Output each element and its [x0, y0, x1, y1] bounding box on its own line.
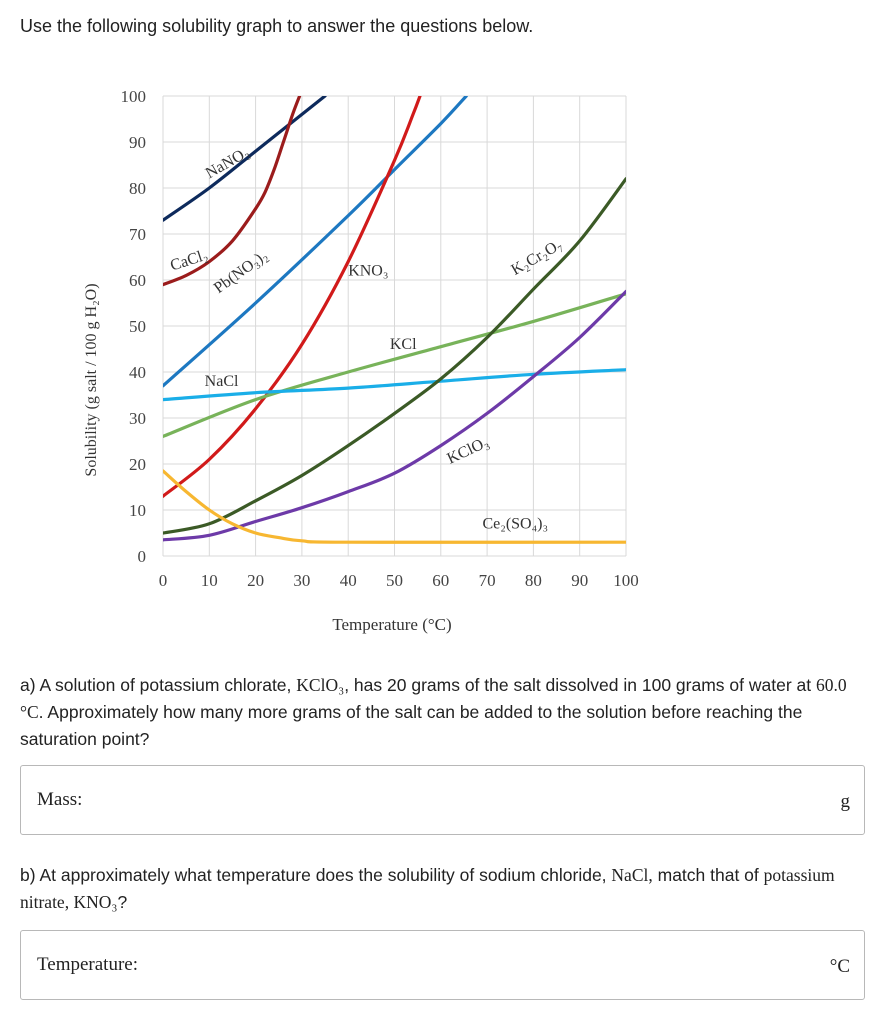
- y-tick-label: 40: [129, 363, 146, 382]
- question-b: b) At approximately what temperature doe…: [20, 862, 870, 916]
- series-line: [163, 96, 468, 388]
- y-tick-label: 20: [129, 455, 146, 474]
- mass-label: Mass:: [37, 789, 83, 810]
- series-label: KNO₃: [348, 262, 388, 279]
- y-tick-label: 10: [129, 501, 146, 520]
- y-tick-label: 60: [129, 271, 146, 290]
- x-tick-label: 70: [479, 571, 496, 590]
- chart-series: [163, 96, 626, 544]
- chart-grid: [162, 95, 627, 557]
- series-label: CaCl₂: [168, 247, 210, 275]
- series-label: NaCl: [205, 373, 239, 390]
- question-a-text-mid: , has 20 grams of the salt dissolved in …: [344, 675, 816, 695]
- x-tick-label: 30: [293, 571, 310, 590]
- y-tick-label: 50: [129, 317, 146, 336]
- y-tick-label: 30: [129, 409, 146, 428]
- series-label: Ce₂(SO₄)₃: [482, 515, 548, 532]
- series-line: [163, 96, 422, 498]
- series-line: [163, 96, 327, 222]
- y-tick-label: 80: [129, 179, 146, 198]
- series-line: [163, 96, 302, 287]
- question-a: a) A solution of potassium chlorate, KCl…: [20, 672, 870, 753]
- x-tick-label: 60: [432, 571, 449, 590]
- mass-answer-box[interactable]: Mass: g: [20, 765, 865, 835]
- mass-unit: g: [840, 791, 851, 812]
- question-b-text-after: ?: [117, 892, 128, 912]
- temperature-input[interactable]: [161, 941, 815, 991]
- x-tick-label: 90: [571, 571, 588, 590]
- question-b-formula-2: potassium nitrate, KNO₃: [20, 865, 835, 912]
- question-a-text-before: a) A solution of potassium chlorate,: [20, 675, 297, 695]
- series-line: [163, 368, 626, 402]
- question-b-text-mid: match that of: [652, 865, 764, 885]
- y-tick-label: 90: [129, 133, 146, 152]
- temperature-answer-box[interactable]: Temperature: °C: [20, 930, 865, 1000]
- x-axis-label: Temperature (°C): [332, 615, 451, 634]
- page-intro: Use the following solubility graph to an…: [20, 16, 534, 36]
- x-tick-label: 10: [201, 571, 218, 590]
- temperature-label: Temperature:: [37, 954, 139, 975]
- y-tick-label: 100: [121, 87, 147, 106]
- x-tick-label: 0: [159, 571, 168, 590]
- mass-input[interactable]: [161, 776, 815, 826]
- series-line: [163, 469, 626, 544]
- series-line: [163, 289, 626, 542]
- x-tick-labels: 0 10 20 30 40 50 60 70 80 90 100: [159, 571, 639, 590]
- series-label: K₂Cr₂O₇: [508, 236, 565, 279]
- y-axis-label: Solubility (g salt / 100 g H₂O): [83, 283, 100, 476]
- solubility-chart: 0 10 20 30 40 50 60 70 80 90 100 0 10 20 30 40 50 60 70 80…: [83, 87, 639, 634]
- x-tick-label: 100: [613, 571, 639, 590]
- series-label: NaNO₃: [203, 144, 253, 182]
- series-line: [163, 292, 626, 438]
- y-tick-label: 70: [129, 225, 146, 244]
- question-b-text-before: b) At approximately what temperature doe…: [20, 865, 612, 885]
- x-tick-label: 20: [247, 571, 264, 590]
- x-tick-label: 50: [386, 571, 403, 590]
- question-b-formula-1: NaCl,: [611, 865, 653, 885]
- temperature-unit: °C: [829, 956, 850, 977]
- series-label: KCl: [390, 336, 417, 353]
- x-tick-label: 40: [340, 571, 357, 590]
- question-a-text-after: . Approximately how many more grams of t…: [20, 702, 803, 749]
- x-tick-label: 80: [525, 571, 542, 590]
- y-tick-label: 0: [138, 547, 147, 566]
- y-tick-labels: 0 10 20 30 40 50 60 70 80 90 100: [121, 87, 147, 566]
- question-a-temp: 60.0 °C: [20, 675, 847, 722]
- question-a-formula: KClO₃: [296, 675, 345, 695]
- series-line: [163, 177, 626, 535]
